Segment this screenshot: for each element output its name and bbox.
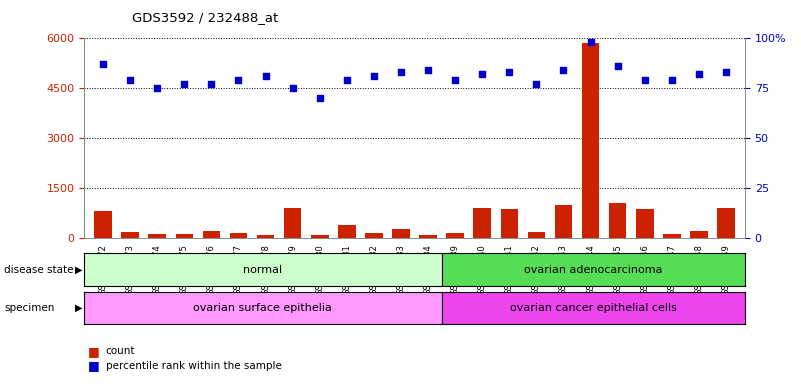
Bar (609, 203, 626, 238)
Bar (365, 233, 383, 238)
Point (584, 39, 597, 45)
Point (666, 77, 678, 83)
Bar (446, 233, 464, 238)
Point (503, 69, 516, 75)
Bar (257, 235, 275, 238)
Text: ■: ■ (88, 359, 100, 372)
Bar (175, 234, 193, 238)
Point (638, 77, 651, 83)
Bar (284, 208, 301, 238)
Text: ovarian surface epithelia: ovarian surface epithelia (193, 303, 332, 313)
Point (611, 63, 624, 70)
Bar (121, 232, 139, 238)
Point (205, 81, 218, 88)
Bar (203, 232, 220, 238)
Bar (95, 211, 112, 238)
Text: ovarian cancer epithelial cells: ovarian cancer epithelial cells (509, 303, 677, 313)
Bar (148, 234, 166, 238)
Point (557, 67, 570, 73)
Bar (690, 232, 708, 238)
Point (313, 95, 326, 101)
Point (368, 73, 380, 79)
Text: count: count (106, 346, 135, 356)
Bar (392, 229, 410, 238)
Point (421, 67, 434, 73)
Text: disease state: disease state (4, 265, 74, 275)
Point (151, 85, 163, 91)
Text: GDS3592 / 232488_at: GDS3592 / 232488_at (132, 12, 279, 25)
Bar (528, 232, 545, 238)
Point (449, 77, 461, 83)
Point (693, 71, 706, 78)
Point (232, 77, 245, 83)
Point (123, 77, 136, 83)
Point (530, 81, 543, 88)
Point (395, 69, 408, 75)
Point (340, 77, 353, 83)
Bar (582, 43, 599, 238)
Point (719, 69, 732, 75)
Bar (419, 235, 437, 238)
Text: ▶: ▶ (74, 303, 83, 313)
Text: normal: normal (244, 265, 283, 275)
Text: ■: ■ (88, 345, 100, 358)
Bar (473, 208, 491, 238)
Text: specimen: specimen (4, 303, 54, 313)
Point (286, 85, 299, 91)
Text: ▶: ▶ (74, 265, 83, 275)
Text: percentile rank within the sample: percentile rank within the sample (106, 361, 282, 371)
Bar (636, 209, 654, 238)
Bar (717, 208, 735, 238)
Bar (311, 235, 328, 238)
Bar (230, 233, 248, 238)
Point (476, 71, 489, 78)
Point (97, 61, 110, 68)
Bar (663, 234, 681, 238)
Bar (338, 225, 356, 238)
Bar (554, 205, 572, 238)
Point (178, 81, 191, 88)
Text: ovarian adenocarcinoma: ovarian adenocarcinoma (524, 265, 662, 275)
Point (260, 73, 272, 79)
Bar (501, 209, 518, 238)
